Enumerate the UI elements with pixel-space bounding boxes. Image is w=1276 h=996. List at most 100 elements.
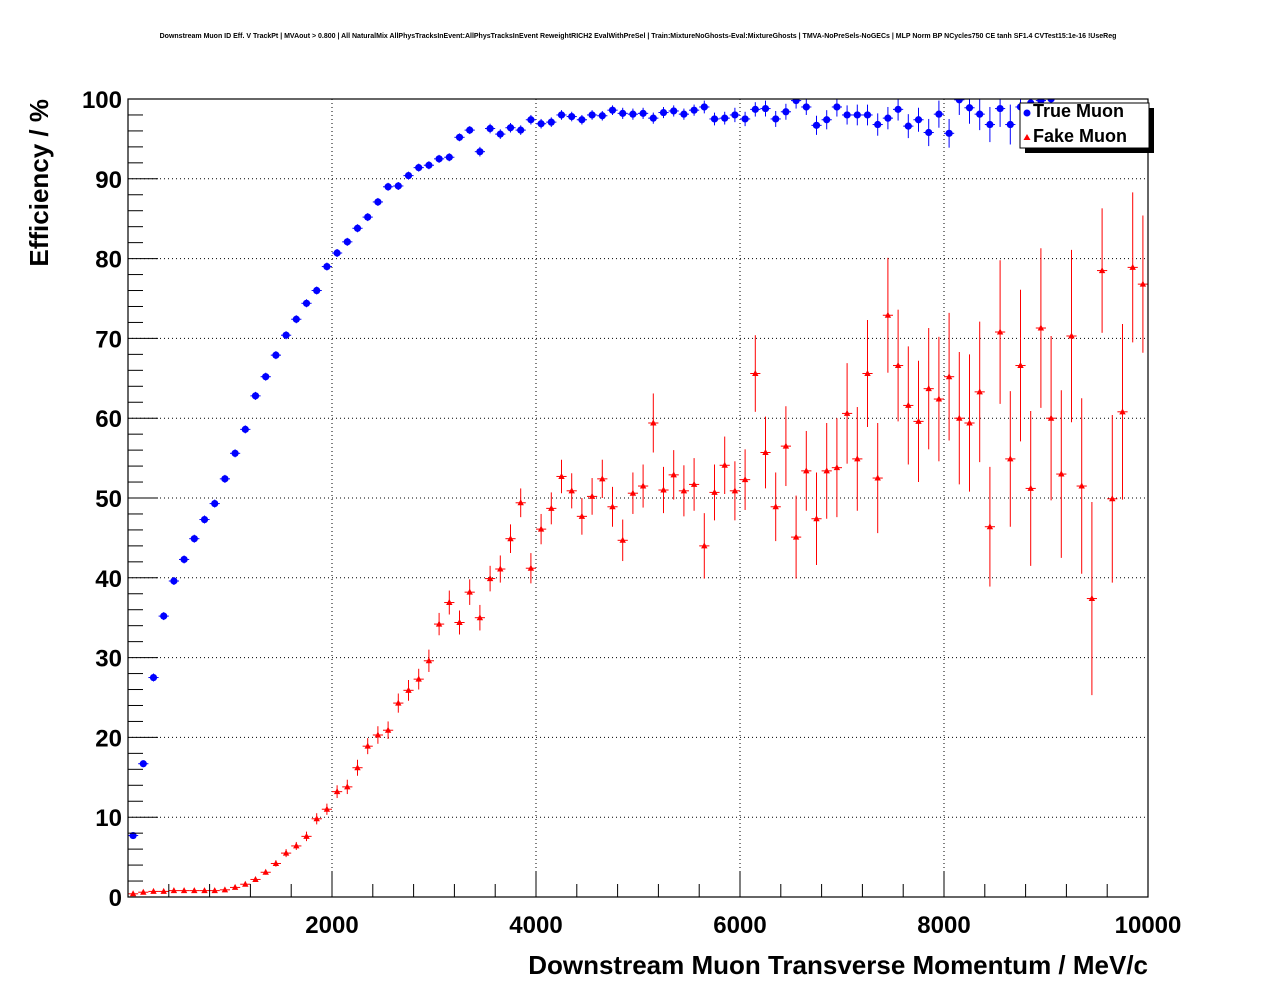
data-point — [986, 523, 994, 530]
data-point — [598, 112, 606, 120]
data-point — [772, 115, 780, 123]
x-tick-labels: 2000 4000 6000 8000 10000 — [305, 912, 1181, 939]
legend-box — [1019, 102, 1150, 149]
data-point — [731, 487, 739, 494]
data-point — [272, 859, 280, 866]
data-point — [129, 890, 137, 897]
chart-title: Downstream Muon ID Eff. V TrackPt | MVAo… — [159, 33, 1117, 40]
data-point — [476, 148, 484, 156]
data-point — [527, 116, 535, 124]
data-point — [333, 249, 341, 257]
data-point — [1007, 455, 1014, 462]
data-point — [211, 499, 219, 508]
y-tick-label: 90 — [95, 167, 122, 194]
data-point — [649, 114, 657, 122]
data-point — [180, 887, 188, 894]
data-point — [394, 182, 402, 190]
data-point — [313, 286, 321, 295]
data-point — [976, 388, 983, 395]
data-point — [435, 155, 443, 163]
data-point — [996, 104, 1004, 113]
data-point — [854, 455, 861, 462]
data-point — [925, 128, 933, 137]
data-point — [242, 880, 249, 887]
data-point — [507, 535, 514, 542]
data-point — [813, 515, 820, 522]
y-tick-label: 40 — [95, 566, 122, 593]
data-point — [700, 103, 708, 111]
data-point — [231, 449, 239, 457]
data-point — [670, 107, 678, 115]
data-point — [599, 475, 606, 482]
data-point — [803, 467, 810, 474]
data-point — [823, 116, 831, 124]
data-point — [670, 471, 677, 478]
data-point — [302, 299, 311, 307]
grid — [128, 99, 1148, 897]
data-point — [1006, 120, 1014, 129]
data-point — [710, 115, 719, 123]
data-point — [690, 480, 698, 487]
data-point — [537, 525, 545, 532]
y-tick-labels: 0 10 20 30 40 50 60 70 80 90 100 — [82, 87, 122, 912]
data-point — [211, 887, 218, 894]
data-point — [792, 99, 800, 105]
data-point — [782, 108, 790, 116]
data-point — [170, 887, 178, 894]
data-point — [915, 417, 922, 424]
data-point — [200, 515, 209, 524]
x-axis-title: Downstream Muon Transverse Momentum / Me… — [528, 950, 1148, 980]
data-point — [160, 612, 168, 620]
x-tick-label: 10000 — [1115, 912, 1182, 939]
y-tick-label: 80 — [95, 247, 122, 274]
data-point — [262, 868, 269, 875]
data-point — [1068, 332, 1075, 339]
data-point — [333, 788, 341, 795]
data-point — [313, 815, 320, 822]
data-point — [241, 425, 249, 433]
data-point — [150, 887, 157, 894]
legend-true-muon-label: True Muon — [1033, 101, 1124, 121]
data-point — [374, 198, 382, 206]
x-tick-label: 8000 — [917, 912, 970, 939]
data-point — [1139, 280, 1147, 287]
data-point — [955, 99, 963, 104]
data-point — [496, 130, 504, 138]
data-point — [466, 126, 474, 134]
data-point — [568, 487, 575, 494]
data-point — [558, 472, 565, 479]
data-point — [905, 401, 912, 408]
data-point — [884, 114, 892, 122]
data-point — [812, 121, 821, 129]
data-point — [884, 311, 892, 318]
data-point — [721, 461, 728, 468]
y-tick-label: 50 — [95, 486, 122, 513]
data-point — [486, 124, 494, 133]
data-point — [1098, 267, 1106, 274]
data-point — [639, 109, 647, 117]
data-point — [547, 118, 555, 126]
y-tick-label: 60 — [95, 406, 122, 433]
series-true-muon — [128, 99, 1057, 840]
data-point — [282, 849, 290, 856]
data-point — [251, 392, 260, 400]
data-point — [925, 385, 932, 392]
data-point — [588, 111, 596, 119]
data-point — [945, 373, 953, 380]
data-point — [751, 105, 759, 113]
data-point — [456, 618, 463, 625]
data-point — [904, 122, 912, 130]
data-point — [1017, 362, 1024, 369]
data-point — [1027, 484, 1034, 491]
data-point — [578, 116, 586, 124]
data-point — [650, 419, 657, 426]
data-point — [864, 370, 871, 377]
x-tick-label: 6000 — [713, 912, 766, 939]
data-point — [557, 111, 566, 119]
data-point — [303, 832, 310, 839]
data-point — [548, 504, 555, 511]
data-point — [772, 503, 779, 510]
data-point — [497, 565, 504, 572]
data-point — [1129, 263, 1136, 270]
